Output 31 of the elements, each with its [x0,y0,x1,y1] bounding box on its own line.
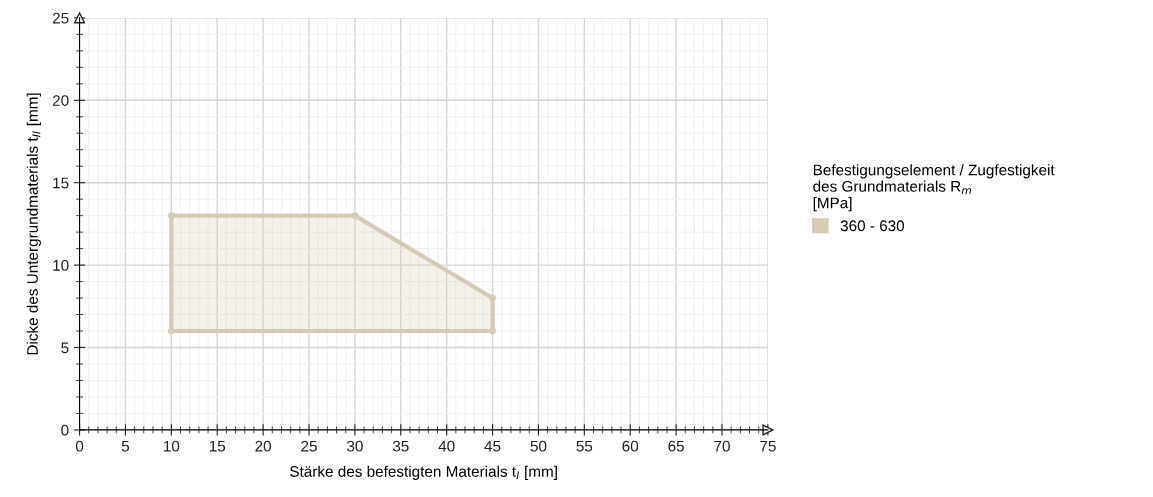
x-tick-label: 30 [346,440,363,452]
x-tick-label: 15 [209,440,226,452]
legend-label: 360 - 630 [840,220,905,232]
point [489,294,497,302]
y-tick-label: 25 [52,12,69,24]
point [351,212,359,220]
x-tick-label: 35 [392,440,409,452]
x-tick-label: 20 [255,440,272,452]
x-tick-label: 40 [438,440,455,452]
x-tick-label: 65 [668,440,684,452]
x-tick-label: 50 [530,440,547,452]
x-tick-label: 70 [714,440,730,452]
point [167,212,175,220]
y-axis-title: Dicke des Untergrundmaterials t$_{II}$ [mm] [26,93,41,355]
point [167,327,175,335]
point [489,327,497,335]
y-tick-label: 20 [52,95,69,106]
x-tick-label: 60 [622,440,639,452]
x-tick-label: 45 [484,440,501,452]
x-axis-title: Stärke des befestigten Materials t$_{I}$ [mm] [290,465,557,480]
x-tick-label: 5 [121,440,130,452]
y-tick-label: 15 [53,177,69,189]
x-tick-label: 25 [301,440,317,452]
x-tick-label: 55 [576,440,593,452]
y-tick-label: 0 [61,424,69,436]
x-tick-label: 10 [164,440,180,452]
y-tick-label: 10 [53,259,69,271]
text: Befestigungselement / Zugfestigkeit des Grundmaterials R$_{m}$ [MPa] [813,164,1055,212]
x-tick-label: 0 [75,440,84,452]
y-tick-label: 5 [61,342,69,354]
x-tick-label: 75 [760,440,776,452]
